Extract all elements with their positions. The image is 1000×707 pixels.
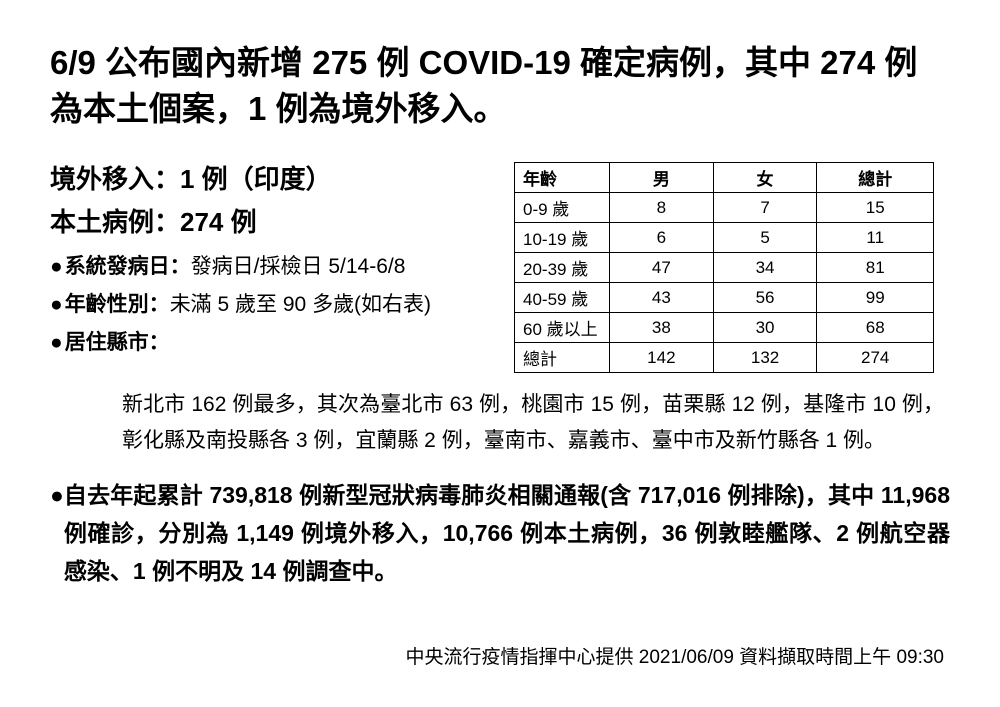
local-heading: 本土病例：274 例 xyxy=(50,201,480,244)
cell-value: 47 xyxy=(610,253,714,283)
cell-value: 274 xyxy=(817,343,934,373)
bullet-onset: ● 系統發病日：發病日/採檢日 5/14-6/8 xyxy=(50,248,480,286)
age-value: 未滿 5 歲至 90 多歲(如右表) xyxy=(170,293,431,316)
table-row: 總計142132274 xyxy=(515,343,934,373)
table-row: 60 歲以上383068 xyxy=(515,313,934,343)
page-title: 6/9 公布國內新增 275 例 COVID-19 確定病例，其中 274 例為… xyxy=(50,40,950,132)
cell-age-range: 總計 xyxy=(515,343,610,373)
table-header-row: 年齡 男 女 總計 xyxy=(515,163,934,193)
table-row: 20-39 歲473481 xyxy=(515,253,934,283)
cell-age-range: 0-9 歲 xyxy=(515,193,610,223)
county-text: 新北市 162 例最多，其次為臺北市 63 例，桃園市 15 例，苗栗縣 12 … xyxy=(50,387,950,458)
county-label: 居住縣市： xyxy=(65,324,170,362)
age-gender-table: 年齡 男 女 總計 0-9 歲871510-19 歲651120-39 歲473… xyxy=(514,162,934,373)
footer-source: 中央流行疫情指揮中心提供 2021/06/09 資料擷取時間上午 09:30 xyxy=(406,642,944,669)
th-male: 男 xyxy=(610,163,714,193)
cell-value: 7 xyxy=(713,193,817,223)
cell-value: 15 xyxy=(817,193,934,223)
th-age: 年齡 xyxy=(515,163,610,193)
th-female: 女 xyxy=(713,163,817,193)
cell-value: 142 xyxy=(610,343,714,373)
bullet-dot-icon: ● xyxy=(50,324,65,362)
cell-value: 11 xyxy=(817,223,934,253)
cell-value: 6 xyxy=(610,223,714,253)
cell-age-range: 10-19 歲 xyxy=(515,223,610,253)
summary-text: 自去年起累計 739,818 例新型冠狀病毒肺炎相關通報(含 717,016 例… xyxy=(64,477,950,591)
cell-value: 30 xyxy=(713,313,817,343)
cell-value: 132 xyxy=(713,343,817,373)
cell-age-range: 60 歲以上 xyxy=(515,313,610,343)
onset-label: 系統發病日： xyxy=(65,255,191,278)
left-column: 境外移入：1 例（印度） 本土病例：274 例 ● 系統發病日：發病日/採檢日 … xyxy=(50,158,480,361)
cell-value: 68 xyxy=(817,313,934,343)
right-column: 年齡 男 女 總計 0-9 歲871510-19 歲651120-39 歲473… xyxy=(480,158,950,373)
cell-age-range: 20-39 歲 xyxy=(515,253,610,283)
bullet-dot-icon: ● xyxy=(50,248,65,286)
th-total: 總計 xyxy=(817,163,934,193)
summary-block: ● 自去年起累計 739,818 例新型冠狀病毒肺炎相關通報(含 717,016… xyxy=(50,477,950,591)
table-row: 10-19 歲6511 xyxy=(515,223,934,253)
imported-heading: 境外移入：1 例（印度） xyxy=(50,158,480,201)
cell-value: 34 xyxy=(713,253,817,283)
bullet-dot-icon: ● xyxy=(50,477,64,591)
cell-value: 43 xyxy=(610,283,714,313)
bullet-dot-icon: ● xyxy=(50,286,65,324)
cell-age-range: 40-59 歲 xyxy=(515,283,610,313)
cell-value: 99 xyxy=(817,283,934,313)
table-row: 0-9 歲8715 xyxy=(515,193,934,223)
age-label: 年齡性別： xyxy=(65,293,170,316)
onset-value: 發病日/採檢日 5/14-6/8 xyxy=(191,255,406,278)
cell-value: 5 xyxy=(713,223,817,253)
bullet-age: ● 年齡性別：未滿 5 歲至 90 多歲(如右表) xyxy=(50,286,480,324)
bullet-list: ● 系統發病日：發病日/採檢日 5/14-6/8 ● 年齡性別：未滿 5 歲至 … xyxy=(50,248,480,361)
cell-value: 8 xyxy=(610,193,714,223)
bullet-county: ● 居住縣市： xyxy=(50,324,480,362)
cell-value: 56 xyxy=(713,283,817,313)
content-row: 境外移入：1 例（印度） 本土病例：274 例 ● 系統發病日：發病日/採檢日 … xyxy=(50,158,950,373)
summary-item: ● 自去年起累計 739,818 例新型冠狀病毒肺炎相關通報(含 717,016… xyxy=(50,477,950,591)
cell-value: 38 xyxy=(610,313,714,343)
table-row: 40-59 歲435699 xyxy=(515,283,934,313)
cell-value: 81 xyxy=(817,253,934,283)
